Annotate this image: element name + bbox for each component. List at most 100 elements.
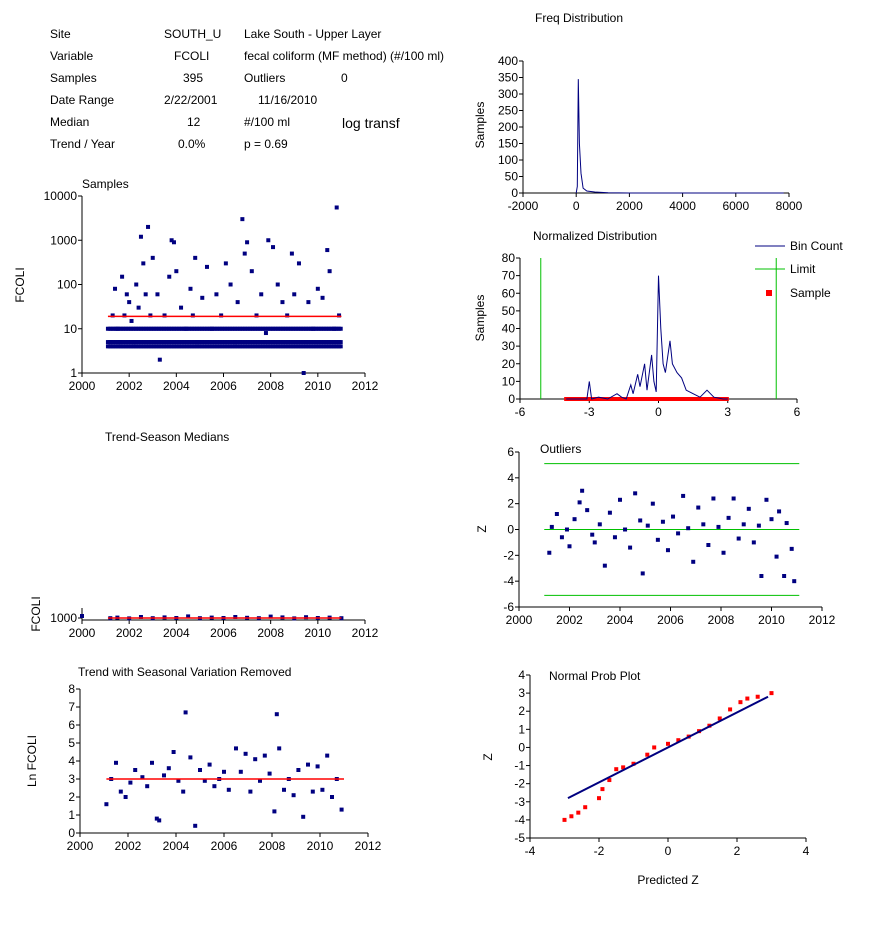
outliers-x-tick-label: 2010 bbox=[758, 613, 785, 627]
outliers-y-tick-label: 4 bbox=[507, 471, 514, 485]
normal-prob-y-tick-label: 2 bbox=[518, 704, 525, 718]
samples-data-point bbox=[190, 313, 195, 318]
site-label: Site bbox=[50, 27, 71, 41]
date-range-label: Date Range bbox=[50, 93, 115, 107]
outliers-y-tick-label: 2 bbox=[507, 497, 514, 511]
samples-data-point bbox=[306, 300, 311, 305]
samples-data-point bbox=[171, 240, 176, 245]
normal-prob-data-point bbox=[652, 745, 657, 750]
trend-deseason-data-point bbox=[157, 818, 162, 823]
outliers-data-point bbox=[764, 497, 769, 502]
normal-prob-ylabel: Z bbox=[481, 753, 495, 760]
normalized-x-tick-label: 6 bbox=[794, 405, 801, 419]
normal-prob-data-point bbox=[755, 694, 760, 699]
date-end: 11/16/2010 bbox=[258, 93, 318, 107]
samples-data-point bbox=[148, 313, 153, 318]
trend-deseason-data-point bbox=[154, 816, 159, 821]
outliers-data-point bbox=[777, 509, 782, 514]
trend-deseason-data-point bbox=[104, 802, 109, 807]
outliers-data-point bbox=[592, 540, 597, 545]
outliers-data-point bbox=[559, 535, 564, 540]
samples-data-point bbox=[228, 282, 233, 287]
outliers-data-point bbox=[554, 512, 559, 516]
trend-deseason-data-point bbox=[123, 795, 128, 799]
outliers-data-point bbox=[751, 540, 756, 545]
samples-data-point bbox=[122, 313, 127, 318]
samples-data-point bbox=[129, 318, 134, 323]
outliers-value: 0 bbox=[341, 71, 348, 85]
trend-season-x-tick-label: 2006 bbox=[210, 626, 237, 640]
outliers-data-point bbox=[580, 488, 585, 493]
trend-value: 0.0% bbox=[178, 137, 206, 151]
freq-series-line bbox=[575, 79, 784, 194]
outliers-data-point bbox=[746, 506, 751, 511]
normal-prob-data-point bbox=[607, 778, 612, 783]
freq-x-tick-label: 6000 bbox=[722, 199, 749, 213]
trend-deseason-data-point bbox=[243, 751, 248, 756]
trend-deseason-data-point bbox=[325, 753, 330, 758]
samples-data-point bbox=[285, 313, 290, 318]
trend-deseason-data-point bbox=[315, 764, 320, 769]
freq-y-tick-label: 100 bbox=[498, 153, 518, 167]
outliers-label: Outliers bbox=[244, 71, 286, 85]
outliers-title: Outliers bbox=[540, 442, 581, 456]
normalized-x-tick-label: -3 bbox=[584, 405, 595, 419]
outliers-data-point bbox=[774, 554, 779, 559]
outliers-data-point bbox=[731, 496, 736, 501]
outliers-y-tick-label: 6 bbox=[507, 445, 514, 459]
samples-data-point bbox=[296, 261, 301, 266]
normal-prob-data-point bbox=[621, 765, 626, 770]
normal-prob-data-point bbox=[569, 814, 574, 819]
outliers-x-tick-label: 2012 bbox=[809, 613, 836, 627]
outliers-data-point bbox=[628, 545, 633, 550]
samples-data-point bbox=[242, 251, 247, 256]
outliers-data-point bbox=[741, 522, 746, 527]
normal-prob-y-tick-label: -4 bbox=[514, 813, 525, 827]
samples-data-point bbox=[249, 269, 254, 274]
outliers-data-point bbox=[686, 526, 691, 531]
samples-value: 395 bbox=[183, 71, 204, 85]
freq-ylabel: Samples bbox=[473, 102, 487, 149]
normalized-x-tick-label: -6 bbox=[515, 405, 526, 419]
p-value: p = 0.69 bbox=[244, 137, 288, 151]
samples-data-point bbox=[150, 255, 155, 260]
outliers-data-point bbox=[665, 548, 670, 553]
outliers-data-point bbox=[655, 537, 660, 542]
trend-deseason-data-point bbox=[171, 750, 176, 754]
normalized-legend-label: Limit bbox=[790, 262, 816, 276]
samples-data-point bbox=[219, 313, 224, 318]
normal-prob-data-point bbox=[562, 817, 567, 822]
normal-prob-x-tick-label: -4 bbox=[525, 844, 536, 858]
trend-deseason-data-point bbox=[291, 793, 296, 798]
normal-prob-data-point bbox=[769, 691, 774, 696]
outliers-data-point bbox=[640, 571, 645, 576]
trend-deseason-y-tick-label: 1 bbox=[68, 808, 75, 822]
trend-deseason-x-tick-label: 2010 bbox=[307, 839, 334, 853]
normal-prob-y-tick-label: 0 bbox=[518, 740, 525, 754]
trend-label: Trend / Year bbox=[50, 137, 115, 151]
freq-y-tick-label: 200 bbox=[498, 120, 518, 134]
outliers-y-tick-label: -2 bbox=[503, 548, 514, 562]
trend-deseason-data-point bbox=[296, 768, 301, 772]
normalized-series-line bbox=[566, 275, 728, 400]
trend-deseason-title: Trend with Seasonal Variation Removed bbox=[78, 665, 291, 679]
normal-prob-x-tick-label: 4 bbox=[803, 844, 810, 858]
date-start: 2/22/2001 bbox=[164, 93, 218, 107]
trend-season-data-point bbox=[138, 615, 143, 619]
site-code: SOUTH_U bbox=[164, 27, 222, 41]
outliers-ylabel: Z bbox=[475, 525, 489, 532]
normal-prob-fit-line bbox=[567, 695, 769, 800]
normalized-y-tick-label: 20 bbox=[502, 357, 516, 371]
samples-data-point bbox=[223, 261, 228, 266]
freq-x-tick-label: 0 bbox=[573, 199, 580, 213]
trend-deseason-data-point bbox=[114, 760, 118, 765]
outliers-data-point bbox=[726, 515, 731, 520]
samples-data-point bbox=[325, 248, 330, 253]
median-label: Median bbox=[50, 115, 90, 129]
samples-data-point bbox=[301, 371, 306, 375]
trend-deseason-data-point bbox=[188, 755, 193, 760]
samples-data-point bbox=[179, 305, 184, 310]
samples-data-point bbox=[127, 300, 132, 305]
samples-data-point bbox=[162, 313, 167, 318]
trend-season-ylabel: FCOLI bbox=[29, 596, 43, 631]
